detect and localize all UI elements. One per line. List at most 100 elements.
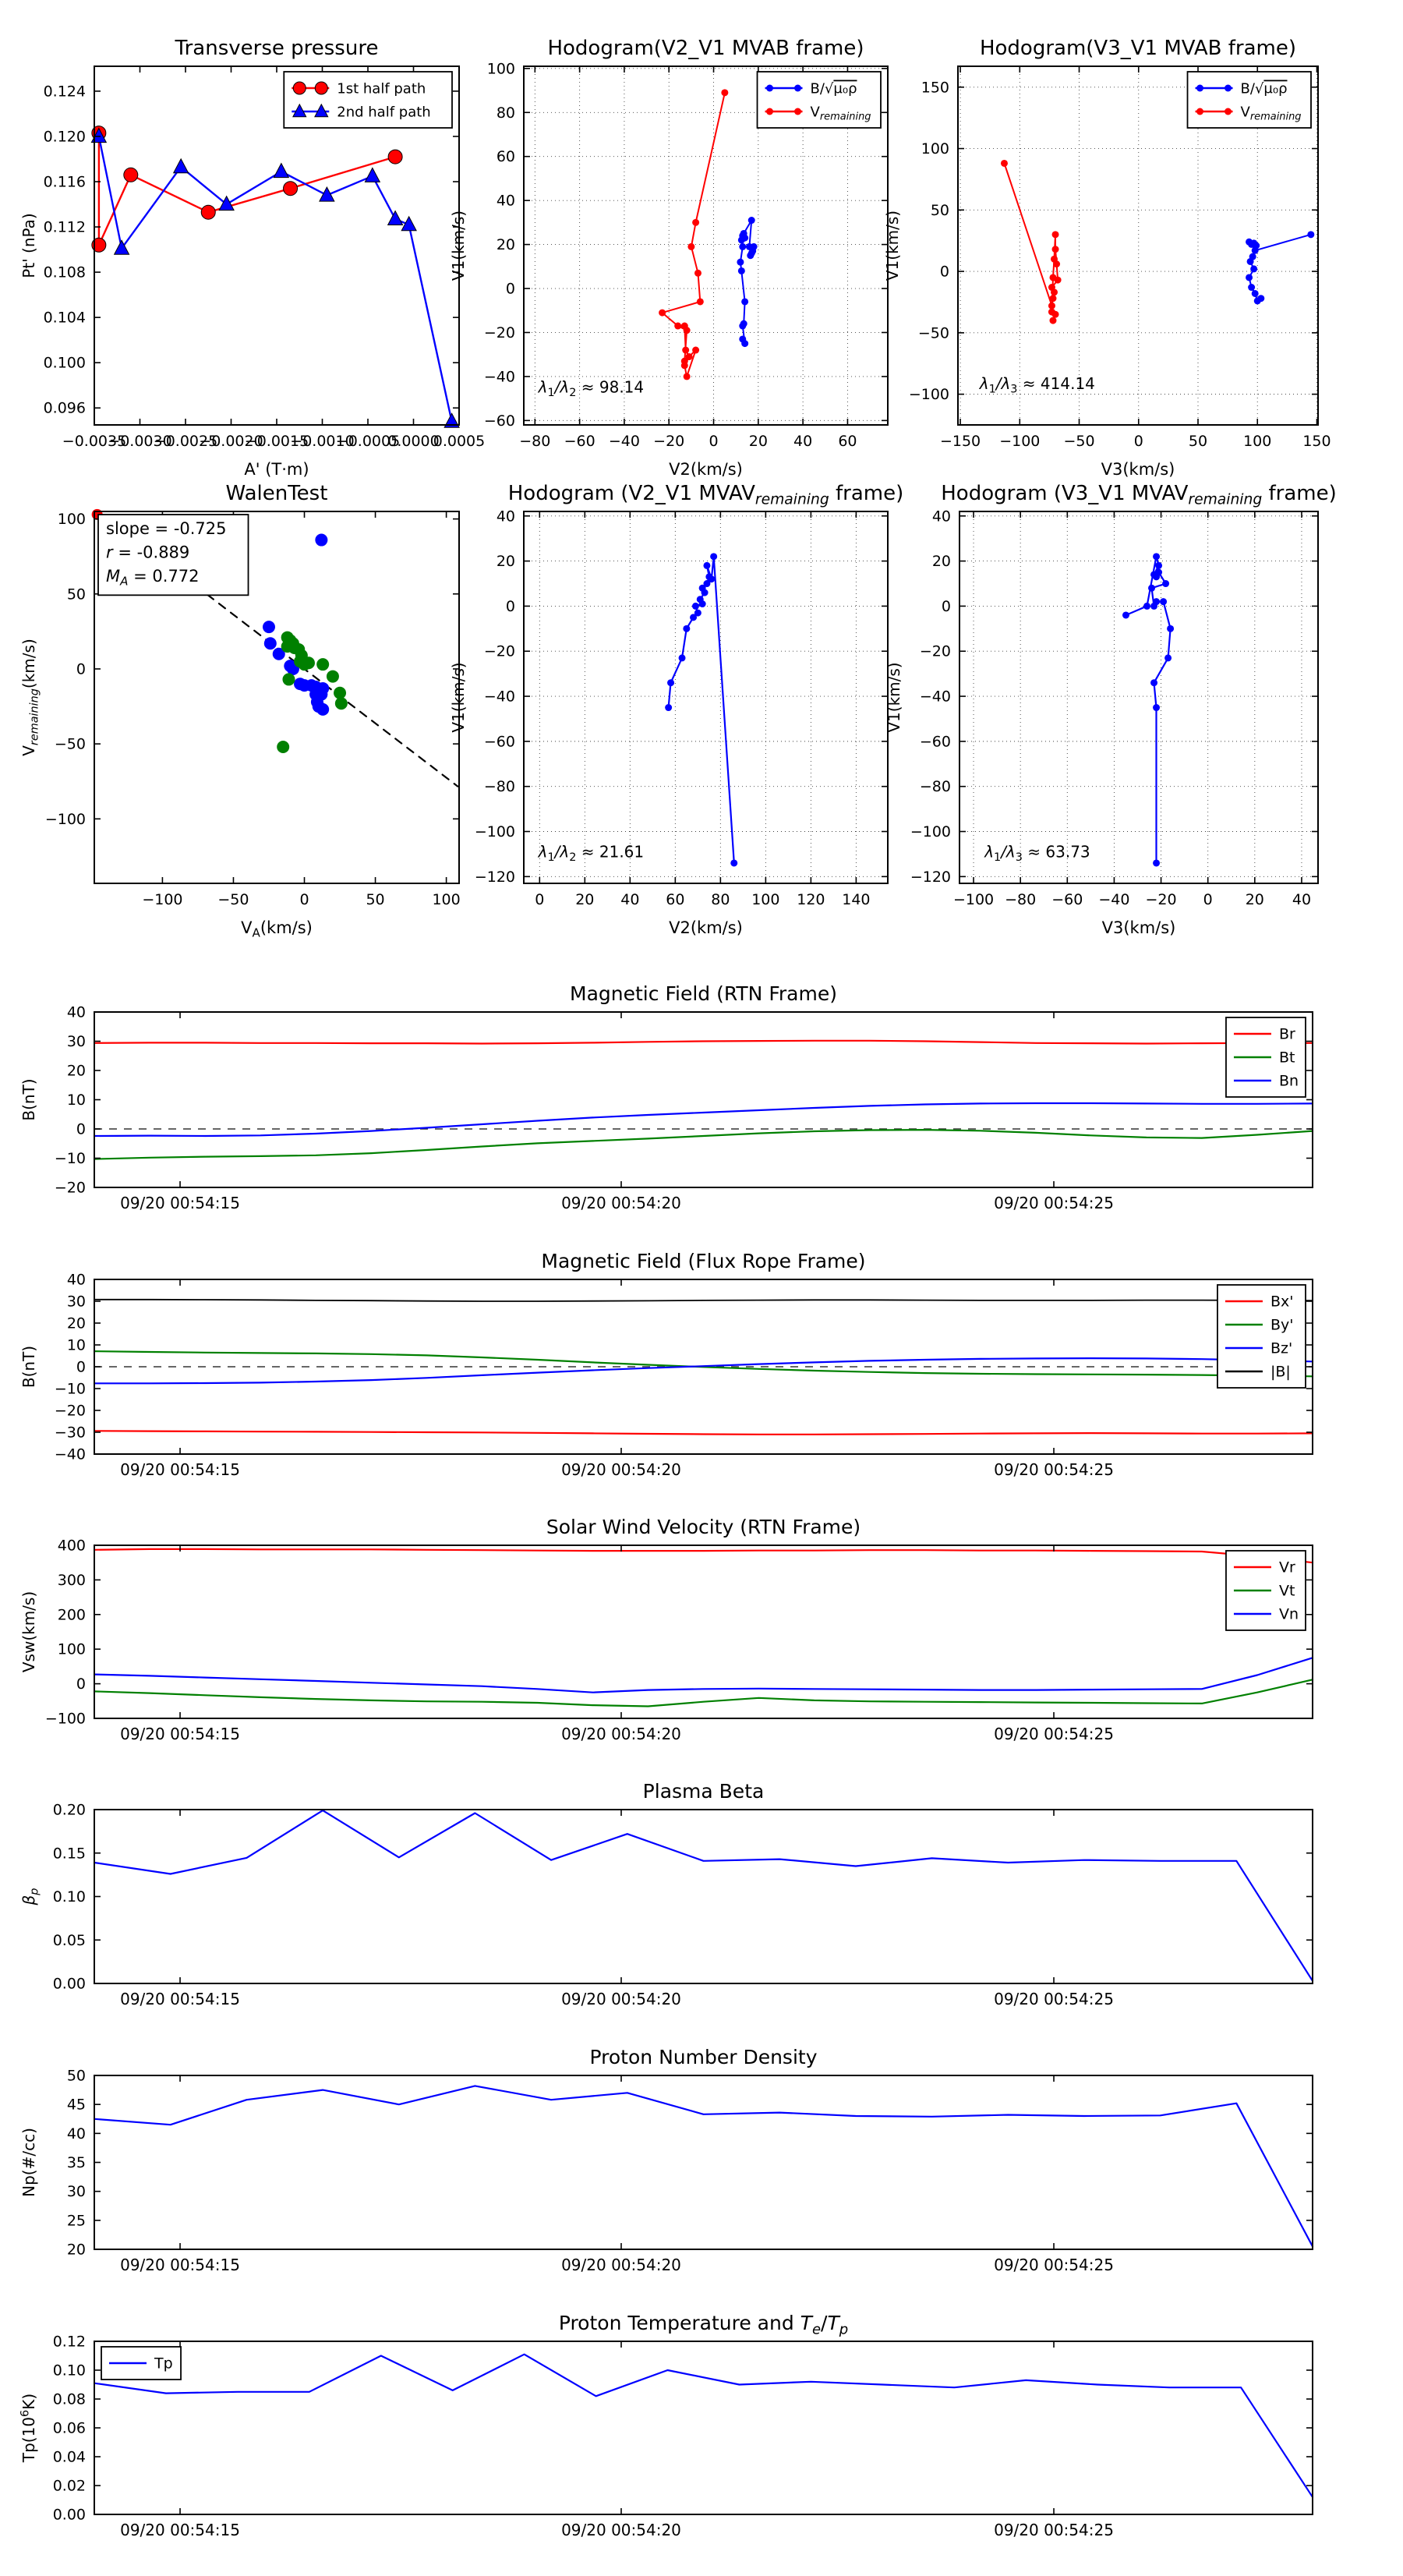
series-b-hodogram-marker [1167, 625, 1175, 632]
series-vt-line [93, 1679, 1314, 1707]
legend-box [756, 71, 882, 129]
y-tick-label: 20 [67, 1063, 86, 1080]
series-2nd-half-path-marker [113, 239, 130, 255]
series-b-hodogram-marker [694, 609, 702, 617]
plot-walen-test: −100 −50 0 50 100 −100 −50 0 50 100 WalenTest VA(km… [19, 482, 461, 940]
legend-marker [1225, 84, 1232, 92]
series-v-remaining-marker [680, 322, 688, 330]
legend-label: Bn [1279, 1073, 1299, 1090]
series-b-sqrt-mu0-rho--marker [1246, 257, 1254, 265]
hodogram-v2v1-mvab-ylabel: V1(km/s) [449, 211, 468, 281]
magnetic-field-fluxrope-title: Magnetic Field (Flux Rope Frame) [541, 1250, 865, 1272]
series-1st-half-path-marker [200, 204, 216, 220]
ticks [959, 511, 1318, 883]
series-2nd-half-path-marker [319, 186, 335, 202]
series-walen-green-marker [334, 686, 347, 699]
x-tick-label: −60 [1051, 891, 1083, 908]
series-tp-line [93, 2353, 1314, 2498]
series-v-remaining-line [1003, 162, 1059, 322]
x-tick-label: 09/20 00:54:20 [561, 2256, 681, 2274]
x-tick-label: 80 [711, 891, 730, 908]
series-v-remaining-marker [1048, 302, 1055, 310]
y-tick-label: 0.096 [44, 400, 86, 417]
y-tick-label: 0.12 [53, 2334, 86, 2351]
series-2nd-half-path-line [97, 135, 453, 423]
grid [524, 66, 888, 425]
series-walen-blue-marker [263, 637, 277, 650]
y-tick-label: 100 [58, 1641, 86, 1658]
series-v-remaining-marker [692, 218, 700, 226]
y-tick-label: 150 [921, 79, 949, 96]
y-tick-label: 40 [497, 508, 515, 525]
y-tick-label: −30 [55, 1424, 86, 1442]
x-tick-label: 100 [1243, 433, 1271, 450]
series-v-remaining-marker [696, 298, 704, 306]
series-1st-half-path-marker [387, 149, 403, 165]
series-2nd-half-path-marker [172, 157, 189, 174]
series-walen-blue-marker [316, 681, 330, 695]
legend: Br Bt Bn [1225, 1017, 1306, 1098]
walen-test-xlabel: VA(km/s) [241, 918, 313, 940]
axes-frame [94, 2341, 1313, 2515]
magnetic-field-fluxrope-ylabel: B(nT) [19, 1346, 38, 1388]
axes-frame [94, 511, 460, 884]
series-2nd-half-path-marker [364, 167, 381, 182]
series-v-remaining-marker [682, 346, 690, 354]
note-box [97, 514, 249, 596]
series-v-remaining-marker [674, 322, 682, 330]
x-tick-label: −20 [1146, 891, 1177, 908]
x-tick-label: 09/20 00:54:15 [120, 2256, 240, 2274]
legend-box [1186, 71, 1312, 129]
series-np-line [93, 2085, 1314, 2248]
x-tick-label: −80 [519, 433, 550, 450]
y-tick-label: 50 [931, 202, 949, 219]
legend-label: 2nd half path [337, 104, 430, 121]
series-v-remaining-marker [687, 242, 695, 250]
legend-label: Bt [1279, 1049, 1295, 1067]
ticks [94, 1545, 1313, 1719]
x-tick-label: −0.0020 [199, 433, 263, 450]
proton-number-density-ylabel: Np(#/cc) [19, 2128, 38, 2197]
legend-label: By' [1270, 1317, 1294, 1334]
x-tick-label: 100 [432, 891, 460, 908]
series-by--line [93, 1350, 1314, 1378]
y-tick-label: −100 [45, 1711, 86, 1728]
series-b-hodogram-marker [678, 654, 686, 662]
plot-hodogram-v2v1-mvav: 0 20 40 60 80 100 120 140 −120 −100 −80 −60 −40 −20 0 2… [449, 482, 903, 937]
hodogram-v3v1-mvab-xlabel: V3(km/s) [1101, 460, 1175, 479]
series-b-hodogram-marker [703, 561, 711, 569]
x-tick-label: −0.0015 [245, 433, 309, 450]
note-line: r = -0.889 [106, 543, 189, 561]
series-b-sqrt-mu0-rho--marker [1257, 295, 1265, 303]
series-b-sqrt-mu0-rho--marker [747, 217, 755, 225]
series-walen-green-marker [277, 740, 290, 753]
series--b--line [94, 1298, 1313, 1302]
plot-magnetic-field-fluxrope: 09/20 00:54:15 09/20 00:54:20 09/20 00:54:… [19, 1250, 1314, 1479]
y-tick-label: −10 [55, 1150, 86, 1167]
y-tick-label: −120 [910, 869, 951, 886]
y-tick-label: −20 [484, 324, 515, 341]
x-tick-label: −100 [999, 433, 1040, 450]
ticks [94, 1809, 1313, 1984]
series-walen-green-marker [334, 697, 348, 710]
series-b-sqrt-mu0-rho--marker [1250, 265, 1258, 273]
ticks [94, 66, 460, 425]
x-tick-label: 09/20 00:54:25 [994, 2256, 1114, 2274]
x-tick-label: −50 [1063, 433, 1094, 450]
series-b-sqrt-mu0-rho--marker [747, 249, 755, 257]
series-b-hodogram-marker [1150, 679, 1158, 687]
series-b-hodogram-marker [1153, 553, 1161, 561]
series-b-hodogram-marker [1153, 598, 1161, 606]
y-tick-label: 0.15 [53, 1845, 86, 1862]
series-1st-half-path-marker [91, 237, 107, 253]
series-b-sqrt-mu0-rho--marker [1251, 289, 1259, 297]
plot-transverse-pressure: −0.0035−0.0030−0.0025−0.0020−0.0015−0.00… [19, 37, 485, 479]
y-tick-label: 0.05 [53, 1932, 86, 1949]
series-v-remaining-marker [1049, 274, 1057, 281]
y-tick-label: 80 [497, 104, 515, 122]
y-tick-label: −40 [484, 368, 515, 385]
transverse-pressure-ylabel: Pt' (nPa) [19, 213, 38, 278]
x-tick-label: −0.0025 [154, 433, 217, 450]
hodogram-v2v1-mvav-annotation: λ1/λ2 ≈ 21.61 [538, 843, 644, 864]
hodogram-v2v1-mvab-xlabel: V2(km/s) [669, 460, 743, 479]
